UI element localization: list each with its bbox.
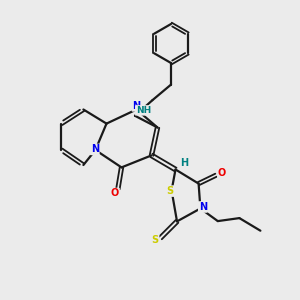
Text: S: S [152, 235, 159, 245]
Text: N: N [132, 101, 141, 111]
Text: NH: NH [136, 106, 151, 115]
Text: H: H [180, 158, 188, 168]
Text: N: N [91, 144, 99, 154]
Text: S: S [167, 186, 174, 196]
Text: N: N [199, 202, 207, 212]
Text: O: O [111, 188, 119, 199]
Text: O: O [218, 168, 226, 178]
